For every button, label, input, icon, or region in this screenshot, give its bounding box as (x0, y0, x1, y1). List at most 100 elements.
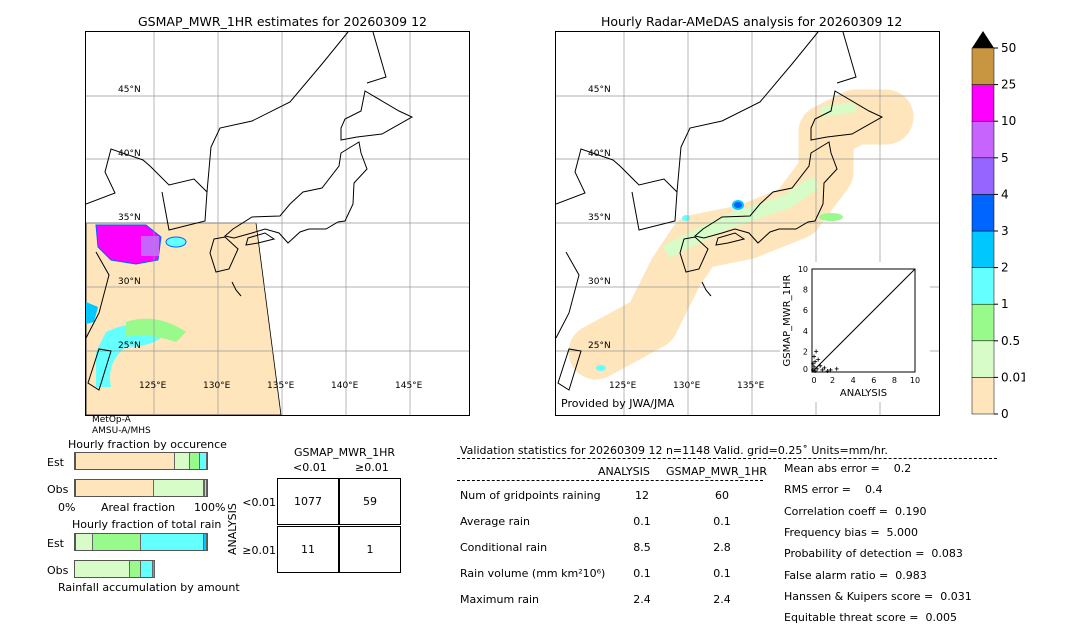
scatter-y-tick: 4 (803, 327, 808, 336)
stats-row-label: Num of gridpoints raining (460, 489, 601, 502)
lon-label: 130°E (673, 381, 701, 391)
scatter-point (813, 359, 818, 364)
scatter-point (834, 366, 839, 371)
obs-label: Obs (47, 483, 69, 496)
score-line: Hanssen & Kuipers score = 0.031 (784, 589, 972, 603)
scatter-x-tick: 10 (910, 376, 920, 385)
colorbar-swatch (971, 230, 995, 268)
bar-segment (189, 453, 201, 469)
left-map (85, 31, 470, 416)
bar-segment (154, 480, 204, 496)
scatter-y-tick: 0 (803, 365, 808, 374)
bar-segment (130, 560, 141, 578)
est-label: Est (47, 456, 64, 469)
scatter-point (811, 361, 816, 366)
scatter-x-tick: 8 (892, 376, 897, 385)
colorbar-tick-label: 0.5 (1001, 334, 1020, 348)
scatter-xlabel: ANALYSIS (840, 388, 887, 399)
scatter-point (825, 368, 830, 373)
lat-label: 25°N (118, 341, 141, 351)
colorbar-tick-label: 3 (1001, 224, 1009, 238)
obs-label: Obs (47, 564, 69, 577)
lon-label: 145°E (395, 381, 423, 391)
stats-row-label: Average rain (460, 515, 530, 528)
row-axis-label: ANALYSIS (226, 503, 239, 555)
rain-obs-bar (74, 560, 208, 578)
scatter-point (812, 364, 817, 369)
scatter-point (811, 367, 816, 372)
cell-01: 59 (339, 478, 401, 525)
scatter-y-tick: 6 (803, 306, 808, 315)
scatter-plot: 00 2 2 4 4 6 6 8 8 10 10 ANALYSIS GSMAP_MWR_1HR (782, 265, 920, 399)
colorbar-swatch (971, 303, 995, 342)
colorbar-swatch (971, 84, 995, 122)
lat-label: 40°N (588, 149, 611, 159)
colorbar-tick-label: 4 (1001, 187, 1009, 201)
lat-label: 35°N (588, 213, 611, 223)
score-line: Mean abs error = 0.2 (784, 462, 912, 475)
bar-segment (140, 560, 154, 578)
col-label: <0.01 (293, 461, 327, 474)
right-map-title: Hourly Radar-AMeDAS analysis for 2026030… (601, 14, 903, 29)
occurrence-title: Hourly fraction by occurence (68, 438, 227, 451)
colorbar-tick-label: 2 (1001, 261, 1009, 275)
x-min-label: 0% (58, 501, 76, 514)
bar-segment (203, 480, 205, 496)
lat-label: 45°N (588, 85, 611, 95)
colorbar-swatch (971, 47, 995, 85)
rain-est-bar (74, 533, 208, 551)
x-label: Areal fraction (101, 501, 176, 514)
rain-fraction-title: Hourly fraction of total rain (72, 518, 222, 531)
bar-segment (153, 560, 156, 578)
colorbar-swatch (971, 340, 995, 378)
stats-analysis-value: 0.1 (633, 515, 651, 528)
stats-analysis-value: 12 (635, 489, 649, 502)
left-map-title: GSMAP_MWR_1HR estimates for 20260309 12 (138, 14, 427, 29)
bar-segment (175, 453, 190, 469)
lon-label: 130°E (203, 381, 231, 391)
score-line: Correlation coeff = 0.190 (784, 504, 927, 518)
stats-gsmap-value: 0.1 (713, 567, 731, 580)
colorbar-extend-arrow (972, 31, 994, 48)
score-line: RMS error = 0.4 (784, 483, 883, 497)
row-label: <0.01 (242, 496, 276, 509)
est-label: Est (47, 537, 64, 550)
lat-label: 45°N (118, 85, 141, 95)
stats-gsmap-value: 0.1 (713, 515, 731, 528)
bar-segment (200, 453, 207, 469)
lon-label: 125°E (609, 381, 637, 391)
scatter-inset: 0 0 2 2 4 4 6 6 8 8 10 10 ANALYSIS GSMAP_MWR_1HR (780, 262, 930, 402)
stats-col2: GSMAP_MWR_1HR (666, 465, 768, 478)
bar-segment (74, 560, 131, 578)
col-label: ≥0.01 (355, 461, 389, 474)
colorbar: 0 0.01 0.5 1 2 3 4 5 10 25 50 (971, 31, 1025, 420)
right-map (555, 31, 940, 416)
stats-row-label: Rain volume (mm km²10⁶) (460, 567, 606, 580)
scatter-y-tick: 8 (803, 286, 808, 295)
colorbar-swatch (971, 377, 995, 415)
cell-11: 1 (339, 526, 401, 573)
stats-analysis-value: 2.4 (633, 593, 651, 606)
scatter-point (816, 357, 821, 362)
contingency-title: GSMAP_MWR_1HR (294, 446, 396, 459)
scatter-x-tick: 6 (871, 376, 876, 385)
x-max-label: 100% (194, 501, 226, 514)
scatter-point (828, 367, 833, 372)
stats-col1: ANALYSIS (598, 465, 650, 478)
score-line: Probability of detection = 0.083 (784, 547, 963, 561)
stats-analysis-value: 8.5 (633, 541, 651, 554)
lat-label: 30°N (118, 277, 141, 287)
rain-x-label: Rainfall accumulation by amount (58, 581, 240, 594)
scatter-point (812, 354, 817, 359)
colorbar-swatch (971, 120, 995, 159)
bar-segment (75, 534, 94, 550)
scatter-point (813, 368, 818, 373)
scatter-x-tick: 2 (830, 376, 835, 385)
score-line: False alarm ratio = 0.983 (784, 568, 927, 582)
lat-label: 25°N (588, 341, 611, 351)
score-line: Equitable threat score = 0.005 (784, 611, 957, 624)
lat-label: 40°N (118, 149, 141, 159)
scatter-point (815, 366, 820, 371)
stats-gsmap-value: 2.8 (713, 541, 731, 554)
score-line: Frequency bias = 5.000 (784, 525, 919, 539)
